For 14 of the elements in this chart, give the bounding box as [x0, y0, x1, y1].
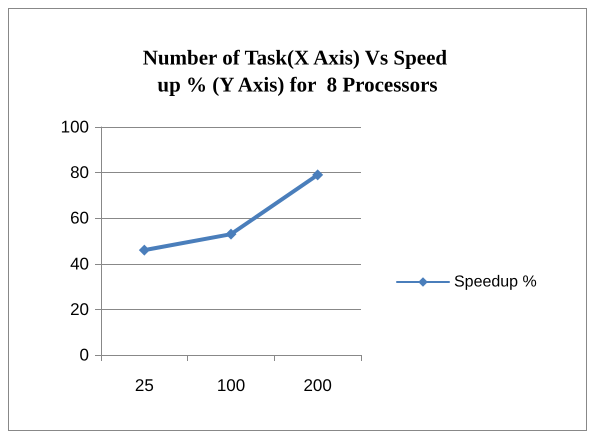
y-tick-label: 100 — [60, 118, 89, 136]
point — [226, 228, 236, 240]
y-tick-label: 80 — [70, 163, 89, 182]
chart-title: Number of Task(X Axis) Vs Speed up % (Y Axis) for 8 Processors — [142, 46, 452, 96]
y-tick-label: 20 — [70, 300, 89, 319]
legend-label: Speedup % — [454, 274, 537, 290]
y-tick-label: 40 — [70, 254, 89, 274]
x-tick-label: 200 — [303, 376, 332, 395]
y-tick-label: 60 — [70, 208, 89, 228]
point — [138, 244, 150, 256]
point — [312, 169, 324, 180]
x-tick-label: 25 — [134, 376, 154, 395]
x-tick-label: 100 — [216, 376, 246, 395]
y-tick-label: 0 — [80, 346, 89, 364]
